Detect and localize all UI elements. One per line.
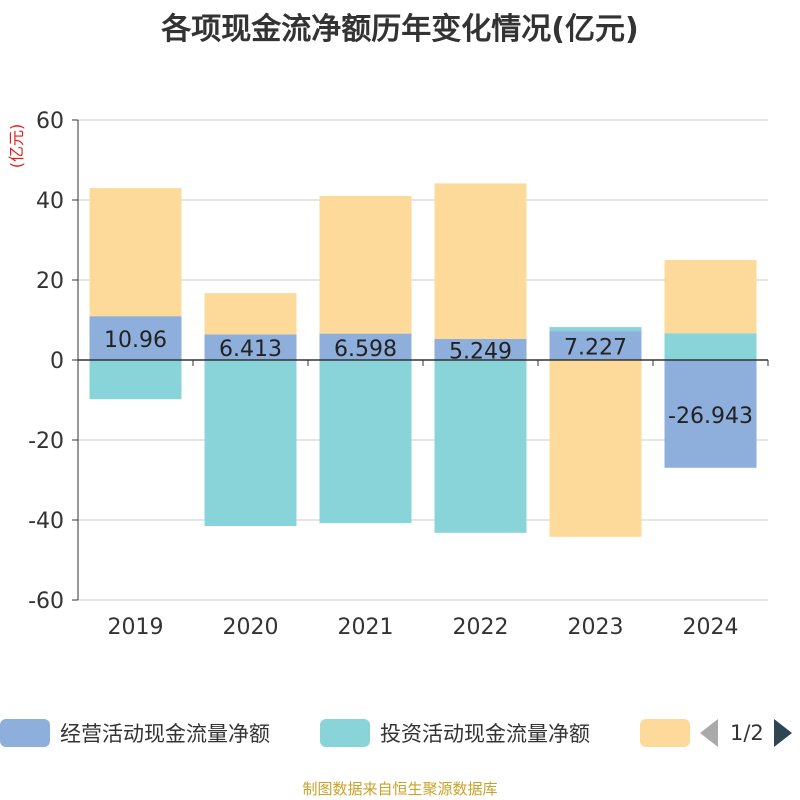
legend-swatch-financing — [640, 719, 690, 747]
data-label: 6.598 — [334, 337, 397, 362]
source-note: 制图数据来自恒生聚源数据库 — [302, 780, 498, 798]
legend-swatch-investing — [320, 719, 370, 747]
y-tick-label: 40 — [36, 189, 64, 214]
data-labels: 10.96 6.413 6.598 5.249 7.227 -26.943 — [104, 328, 753, 429]
data-label: 6.413 — [219, 337, 282, 362]
bar-series-0-2022[interactable] — [434, 339, 527, 360]
bar-series-1-2021[interactable] — [319, 360, 412, 524]
axes: 60 40 20 0 -20 -40 -60 2019 2020 2021 2022 2023 2024 — [28, 109, 769, 640]
y-tick-label: 60 — [36, 109, 64, 134]
bar-series-0-2024[interactable] — [664, 360, 757, 468]
bar-series-2-2024[interactable] — [664, 260, 757, 334]
legend-prev-page-icon[interactable] — [700, 719, 718, 747]
bar-series-1-2020[interactable] — [204, 360, 297, 526]
legend-item-investing[interactable]: 投资活动现金流量净额 — [320, 716, 590, 750]
data-label: 10.96 — [104, 328, 167, 353]
legend-page-indicator: 1/2 — [730, 721, 764, 745]
bar-series-1-2024[interactable] — [664, 333, 757, 360]
bars — [89, 183, 757, 537]
x-tick-label: 2020 — [223, 615, 279, 640]
x-tick-label: 2019 — [108, 615, 164, 640]
data-label: 7.227 — [564, 336, 627, 361]
data-label: -26.943 — [668, 404, 753, 429]
chart-title: 各项现金流净额历年变化情况(亿元) — [161, 12, 639, 47]
x-tick-label: 2022 — [453, 615, 509, 640]
legend-label-operating: 经营活动现金流量净额 — [60, 722, 270, 746]
bar-series-1-2019[interactable] — [89, 360, 182, 400]
x-tick-label: 2023 — [568, 615, 624, 640]
x-tick-label: 2021 — [338, 615, 394, 640]
legend-label-investing: 投资活动现金流量净额 — [380, 722, 590, 746]
legend-pager: 1/2 — [700, 716, 792, 750]
bar-series-2-2023[interactable] — [549, 360, 642, 537]
y-tick-label: -20 — [28, 429, 64, 454]
bar-series-0-2019[interactable] — [89, 316, 182, 360]
y-tick-label: -40 — [28, 509, 64, 534]
bar-series-2-2022[interactable] — [434, 183, 527, 340]
bar-series-1-2023[interactable] — [549, 327, 642, 332]
bar-series-1-2022[interactable] — [434, 360, 527, 533]
bar-series-2-2021[interactable] — [319, 196, 412, 334]
bar-series-0-2021[interactable] — [319, 333, 412, 360]
bar-series-2-2020[interactable] — [204, 293, 297, 335]
legend-next-page-icon[interactable] — [773, 719, 792, 747]
bar-series-0-2023[interactable] — [549, 331, 642, 360]
legend-item-operating[interactable]: 经营活动现金流量净额 — [0, 716, 270, 750]
legend-swatch-operating — [0, 719, 50, 747]
y-tick-label: -60 — [28, 589, 64, 614]
legend-item-financing[interactable] — [640, 716, 690, 750]
y-axis-unit-label: (亿元) — [7, 124, 26, 169]
data-label: 5.249 — [449, 340, 512, 365]
bar-series-2-2019[interactable] — [89, 188, 182, 317]
y-tick-label: 20 — [36, 269, 64, 294]
y-tick-label: 0 — [50, 349, 64, 374]
bar-series-0-2020[interactable] — [204, 334, 297, 360]
x-tick-label: 2024 — [683, 615, 739, 640]
